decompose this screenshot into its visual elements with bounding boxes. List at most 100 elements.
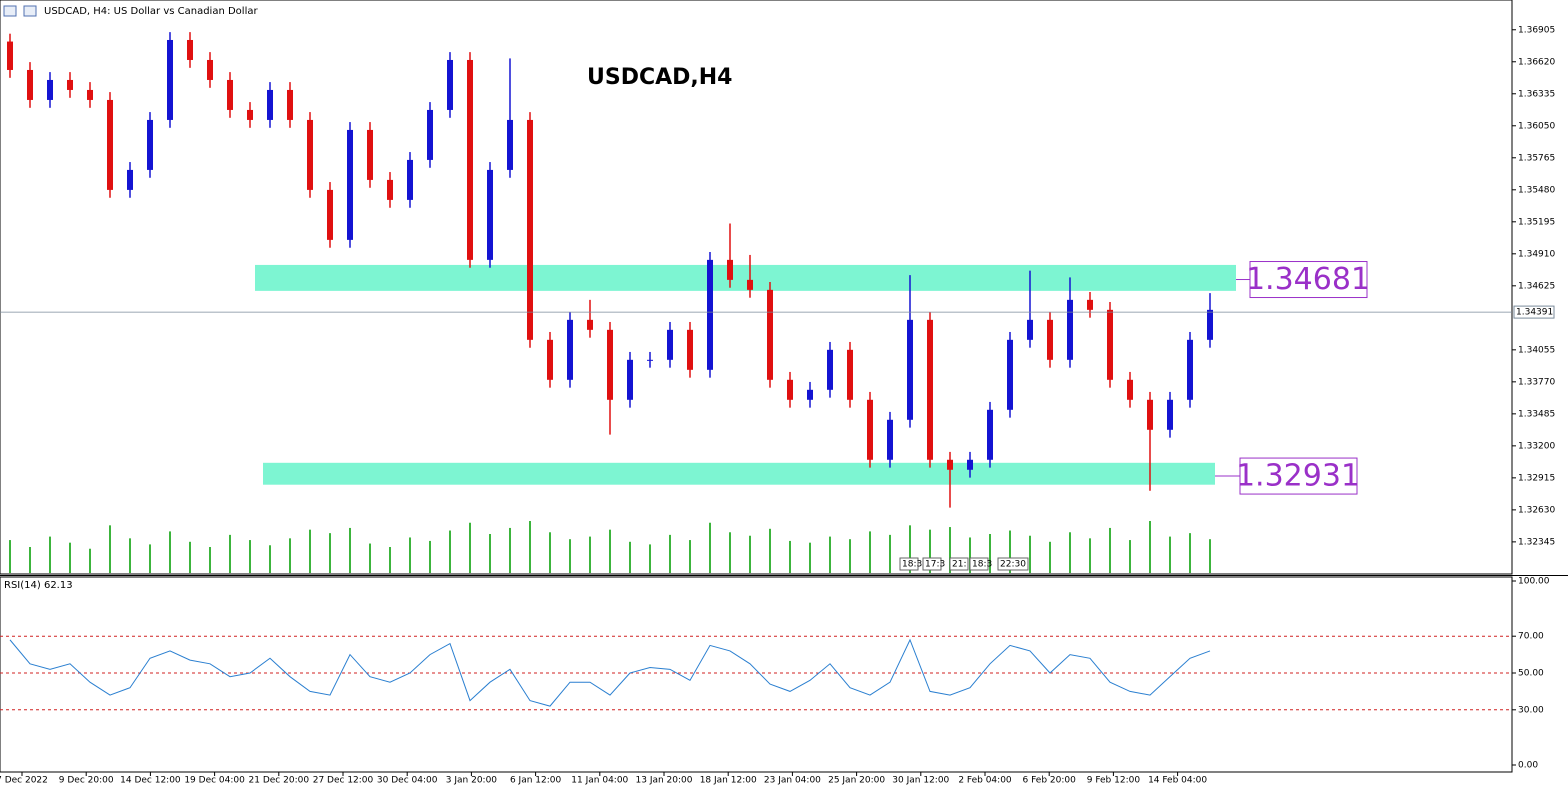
x-tick-label: 13 Jan 20:00	[636, 776, 693, 786]
time-marker-box	[949, 557, 969, 571]
y-tick-label: 1.36335	[1518, 89, 1555, 99]
candle-body	[727, 259, 733, 280]
volume-bar	[589, 536, 591, 573]
volume-bar	[649, 544, 651, 573]
candle-body	[1047, 319, 1053, 360]
rsi-label: RSI(14) 62.13	[4, 580, 73, 591]
x-tick-label: 11 Jan 04:00	[571, 776, 628, 786]
time-marker: 18:3	[902, 560, 922, 570]
sr-zone	[263, 462, 1215, 485]
candle-body	[987, 409, 993, 460]
y-tick-label: 1.33485	[1518, 409, 1555, 419]
volume-bar	[609, 529, 611, 573]
candle-body	[207, 59, 213, 80]
volume-bar	[1089, 538, 1091, 573]
x-tick-label: 27 Dec 12:00	[313, 776, 374, 786]
candle-body	[227, 79, 233, 110]
candle-body	[1147, 399, 1153, 430]
volume-bar	[969, 537, 971, 573]
volume-bar	[569, 539, 571, 573]
x-tick-label: 9 Feb 12:00	[1087, 776, 1141, 786]
volume-bar	[129, 538, 131, 573]
volume-bar	[1149, 521, 1151, 573]
volume-bar	[889, 534, 891, 573]
candle-body	[607, 329, 613, 400]
level-label: 1.32931	[1236, 459, 1360, 494]
rsi-y-tick-label: 30.00	[1518, 705, 1544, 715]
candle-body	[427, 109, 433, 160]
candle-body	[1187, 339, 1193, 400]
volume-bar	[769, 528, 771, 573]
candle-body	[807, 389, 813, 400]
volume-bar	[229, 534, 231, 573]
volume-bar	[669, 534, 671, 573]
x-tick-label: 23 Jan 04:00	[764, 776, 821, 786]
candle-body	[287, 89, 293, 120]
volume-bar	[749, 535, 751, 573]
x-tick-label: 14 Dec 12:00	[120, 776, 181, 786]
x-tick-label: 7 Dec 2022	[0, 776, 48, 786]
candle-body	[767, 289, 773, 380]
x-tick-label: 9 Dec 20:00	[59, 776, 114, 786]
x-tick-label: 2 Feb 04:00	[958, 776, 1012, 786]
candle-body	[827, 349, 833, 390]
candle-body	[407, 159, 413, 200]
candle-body	[7, 41, 13, 70]
volume-bar	[429, 540, 431, 573]
volume-bar	[289, 538, 291, 573]
candle-body	[167, 39, 173, 120]
volume-bar	[109, 525, 111, 573]
time-marker: 22:30	[1000, 560, 1026, 570]
volume-bar	[629, 541, 631, 573]
y-tick-label: 1.36050	[1518, 121, 1555, 131]
y-tick-label: 1.32630	[1518, 505, 1555, 515]
candle-body	[1087, 299, 1093, 310]
candle-body	[967, 459, 973, 470]
candle-body	[927, 319, 933, 460]
time-marker-box	[969, 557, 989, 571]
menu-icon[interactable]	[23, 5, 37, 17]
rsi-panel	[0, 576, 1513, 773]
menu-icon[interactable]	[3, 5, 17, 17]
volume-bar	[1169, 536, 1171, 573]
candle-body	[127, 169, 133, 190]
x-tick-label: 6 Jan 12:00	[510, 776, 562, 786]
volume-bar	[1029, 535, 1031, 573]
volume-bar	[869, 531, 871, 573]
level-box	[1249, 261, 1368, 299]
candle-body	[247, 109, 253, 120]
y-tick-label: 1.35765	[1518, 153, 1555, 163]
candle-body	[67, 79, 73, 90]
candle-body	[27, 69, 33, 100]
x-tick-label: 14 Feb 04:00	[1148, 776, 1207, 786]
candle-body	[547, 339, 553, 380]
volume-bar	[849, 539, 851, 573]
candle-body	[747, 279, 753, 290]
y-tick-label: 1.32915	[1518, 473, 1555, 483]
x-tick-label: 6 Feb 20:00	[1023, 776, 1077, 786]
volume-bar	[789, 540, 791, 573]
candle-body	[487, 169, 493, 260]
candle-body	[507, 119, 513, 170]
rsi-y-tick-label: 50.00	[1518, 669, 1544, 679]
y-tick-label: 1.34055	[1518, 345, 1555, 355]
x-tick-label: 30 Dec 04:00	[377, 776, 438, 786]
rsi-y-tick-label: 100.00	[1518, 577, 1550, 587]
volume-bar	[9, 540, 11, 573]
volume-bar	[169, 531, 171, 573]
volume-bar	[149, 544, 151, 573]
volume-bar	[549, 532, 551, 573]
time-marker: 21:	[952, 560, 966, 570]
volume-bar	[689, 540, 691, 573]
volume-bar	[409, 537, 411, 573]
volume-bar	[989, 534, 991, 573]
level-box	[1239, 457, 1358, 495]
candle-body	[447, 59, 453, 110]
candle-body	[1027, 319, 1033, 340]
candle-body	[367, 129, 373, 180]
volume-bar	[1109, 527, 1111, 573]
candle-body	[787, 379, 793, 400]
candle-body	[107, 99, 113, 190]
x-tick-label: 21 Dec 20:00	[249, 776, 310, 786]
